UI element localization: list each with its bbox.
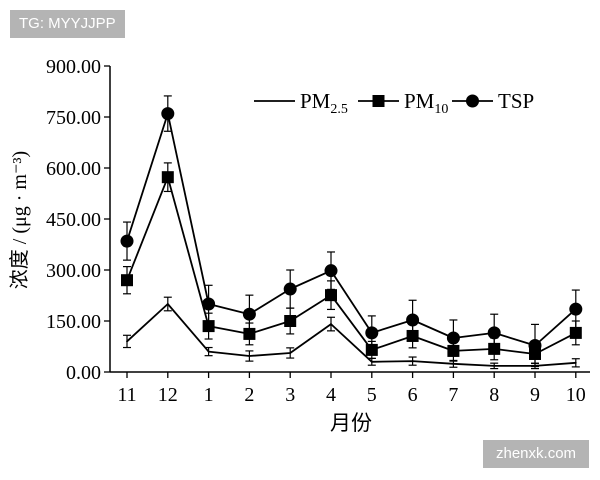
legend-label-subscript: 2.5 <box>330 102 348 117</box>
legend-label-pm10: PM10 <box>404 89 448 117</box>
y-tick-label: 750.00 <box>46 107 101 129</box>
x-tick-label: 1 <box>204 384 214 406</box>
legend-label-main: PM <box>404 89 435 113</box>
x-tick-label: 6 <box>408 384 418 406</box>
y-tick-label: 900.00 <box>46 56 101 78</box>
x-tick-label: 8 <box>489 384 499 406</box>
x-tick-label: 4 <box>326 384 336 406</box>
data-point-pm10 <box>243 327 256 340</box>
y-tick-label: 0.00 <box>66 362 101 384</box>
data-point-tsp <box>242 307 256 321</box>
legend-item-pm2-5: PM2.5 <box>254 89 348 117</box>
data-point-pm10 <box>161 171 174 184</box>
watermark-top-left: TG: MYYJJPP <box>10 10 125 38</box>
y-axis-label: 浓度 / (μg · m⁻³) <box>8 151 31 289</box>
data-point-tsp <box>161 107 175 121</box>
y-tick-label: 150.00 <box>46 311 101 333</box>
x-tick-label: 2 <box>244 384 254 406</box>
y-tick-label: 300.00 <box>46 260 101 282</box>
x-tick-label: 12 <box>158 384 178 406</box>
data-point-tsp <box>569 302 583 316</box>
legend-label-pm2-5: PM2.5 <box>300 89 348 117</box>
data-point-pm2-5 <box>411 360 414 363</box>
data-point-pm10 <box>284 315 297 327</box>
data-point-pm2-5 <box>330 323 332 325</box>
data-point-tsp <box>446 331 460 345</box>
data-point-pm2-5 <box>370 360 373 363</box>
data-point-pm2-5 <box>574 361 577 364</box>
data-point-tsp <box>487 326 501 340</box>
series-line-pm10 <box>126 176 577 355</box>
x-tick-label: 9 <box>530 384 540 406</box>
legend-marker <box>372 95 385 107</box>
legend-label-tsp: TSP <box>498 89 534 113</box>
series-tsp <box>120 95 583 368</box>
legend-label-subscript: 10 <box>434 102 448 117</box>
legend-item-pm10: PM10 <box>358 89 448 117</box>
data-point-pm2-5 <box>207 350 210 353</box>
series-line-pm2-5 <box>126 303 576 367</box>
legend-label-main: PM <box>300 89 331 113</box>
data-point-pm10 <box>121 274 133 287</box>
x-tick-label: 5 <box>367 384 377 406</box>
legend-marker <box>466 94 479 108</box>
data-point-tsp <box>120 234 134 248</box>
data-point-tsp <box>528 338 542 352</box>
data-point-pm10 <box>325 289 337 302</box>
x-tick-label: 11 <box>117 384 136 406</box>
data-point-pm2-5 <box>126 340 128 343</box>
data-point-pm2-5 <box>166 303 169 305</box>
data-point-pm2-5 <box>452 362 455 365</box>
plot-area <box>120 95 583 370</box>
data-point-pm2-5 <box>289 352 292 354</box>
legend: PM2.5 PM10 TSP <box>254 89 534 117</box>
y-tick-label: 450.00 <box>46 209 101 231</box>
watermark-bottom-right: zhenxk.com <box>483 440 590 468</box>
data-point-tsp <box>202 297 216 311</box>
data-point-tsp <box>365 326 379 340</box>
data-point-pm2-5 <box>493 364 496 367</box>
axes: 0.00 150.00 300.00 450.00 600.00 750.00 900.00… <box>46 56 590 406</box>
x-axis-label: 月份 <box>330 411 372 435</box>
y-tick-label: 600.00 <box>46 158 101 180</box>
x-tick-label: 7 <box>448 384 458 406</box>
x-tick-label: 3 <box>285 384 295 406</box>
data-point-pm2-5 <box>248 355 251 357</box>
data-point-tsp <box>283 282 297 296</box>
legend-item-tsp: TSP <box>452 89 534 113</box>
data-point-pm10 <box>569 326 582 339</box>
data-point-tsp <box>406 313 420 327</box>
series-pm10 <box>121 162 582 365</box>
data-point-tsp <box>324 264 338 278</box>
series-pm2-5 <box>123 296 580 370</box>
x-tick-label: 10 <box>566 384 586 406</box>
series-line-tsp <box>126 112 577 347</box>
